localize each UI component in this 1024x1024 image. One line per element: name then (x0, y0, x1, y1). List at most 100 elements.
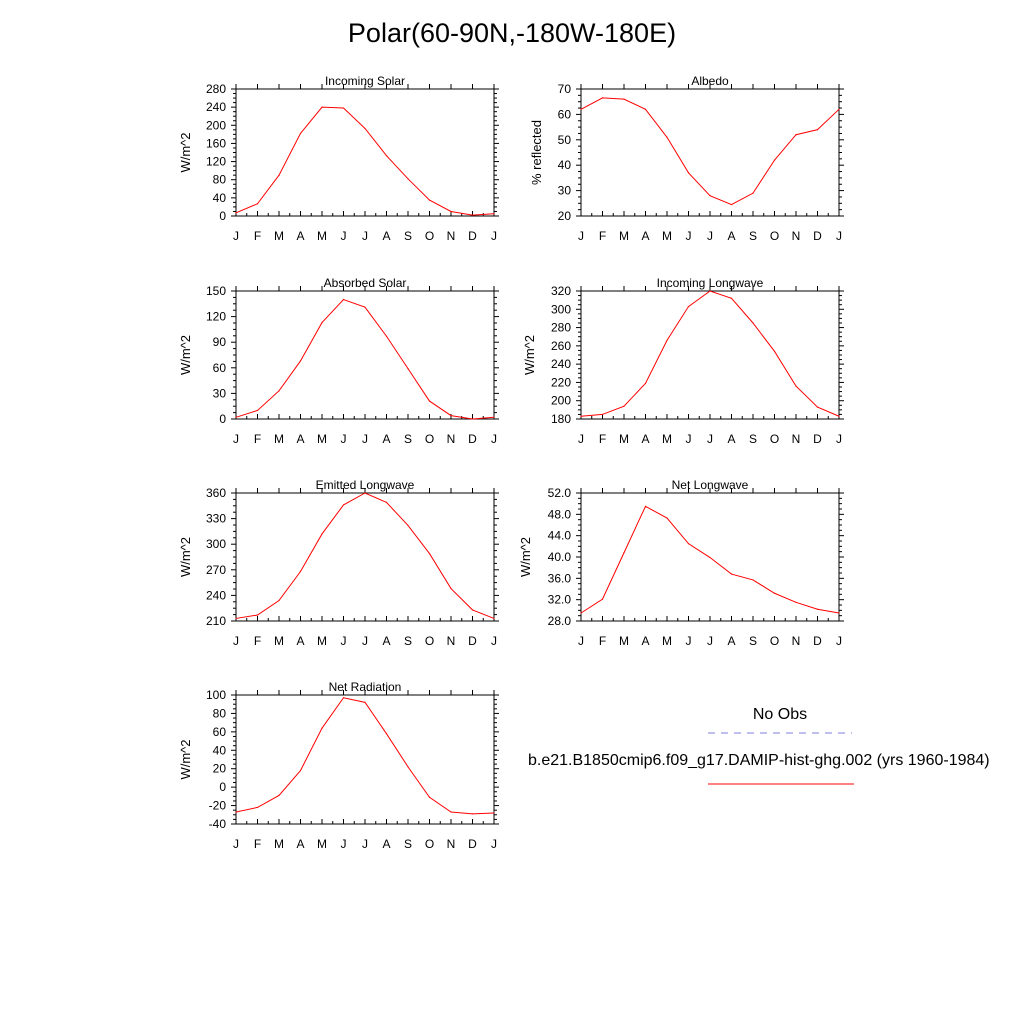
data-point (493, 812, 495, 814)
x-tick-label: A (382, 432, 390, 446)
data-point (666, 517, 668, 519)
x-tick-label: D (813, 432, 822, 446)
x-tick-label: J (362, 837, 368, 851)
x-tick-label: D (468, 229, 477, 243)
x-tick-label: M (662, 432, 672, 446)
x-tick-label: J (341, 634, 347, 648)
x-tick-label: J (233, 837, 239, 851)
y-tick-label: 270 (206, 563, 226, 577)
data-point (278, 794, 280, 797)
y-tick-label: 20 (558, 209, 572, 223)
x-tick-label: J (341, 432, 347, 446)
x-tick-label: F (254, 837, 261, 851)
data-point (601, 598, 604, 600)
y-tick-label: 200 (551, 394, 571, 408)
data-point (342, 504, 345, 506)
data-point (838, 108, 840, 110)
x-tick-label: M (619, 229, 629, 243)
x-tick-label: J (233, 634, 239, 648)
panel-frame (580, 88, 840, 217)
x-tick-label: A (296, 229, 304, 243)
data-point (428, 552, 431, 555)
series-line-0 (235, 298, 495, 420)
data-point (709, 290, 711, 292)
x-tick-label: A (382, 634, 390, 648)
data-point (752, 579, 754, 581)
panel-frame (235, 694, 495, 825)
data-point (342, 298, 345, 301)
x-tick-label: M (317, 229, 327, 243)
data-point (235, 811, 237, 813)
x-tick-label: O (425, 432, 434, 446)
x-tick-label: J (491, 229, 497, 243)
x-tick-label: N (447, 432, 456, 446)
data-point (278, 174, 280, 176)
x-tick-label: O (770, 634, 779, 648)
data-point (493, 617, 495, 620)
x-tick-label: J (491, 634, 497, 648)
x-tick-label: A (727, 634, 735, 648)
data-point (385, 501, 388, 503)
data-point (235, 212, 237, 214)
x-tick-label: J (707, 432, 713, 446)
data-point (364, 492, 366, 494)
x-tick-label: S (749, 229, 757, 243)
data-point (773, 350, 776, 352)
x-tick-label: F (254, 229, 261, 243)
data-point (256, 806, 259, 809)
data-point (580, 612, 582, 614)
data-point (407, 178, 409, 180)
x-tick-label: S (749, 634, 757, 648)
data-point (235, 617, 237, 620)
data-point (450, 587, 452, 590)
data-point (428, 199, 431, 201)
x-tick-label: M (274, 634, 284, 648)
y-tick-label: 330 (206, 512, 226, 526)
x-tick-label: F (254, 432, 261, 446)
y-tick-label: 80 (213, 173, 227, 187)
data-point (450, 210, 452, 213)
x-tick-label: A (382, 229, 390, 243)
x-tick-label: J (707, 229, 713, 243)
data-point (342, 697, 345, 699)
x-tick-label: M (274, 229, 284, 243)
data-point (730, 297, 733, 299)
data-point (278, 390, 280, 392)
data-point (773, 159, 776, 161)
series-line-0 (580, 290, 840, 417)
x-tick-label: M (317, 837, 327, 851)
series-line-0 (235, 106, 495, 216)
x-tick-label: M (619, 634, 629, 648)
y-tick-label: 60 (558, 107, 572, 121)
y-tick-label: 100 (206, 688, 226, 702)
page-title: Polar(60-90N,-180W-180E) (347, 18, 677, 48)
y-tick-label: 300 (206, 537, 226, 551)
data-point (299, 360, 302, 362)
legend-model-entry: b.e21.B1850cmip6.f09_g17.DAMIP-hist-ghg.… (528, 752, 1024, 770)
x-tick-label: J (341, 837, 347, 851)
y-tick-label: 240 (206, 588, 226, 602)
data-point (278, 599, 280, 602)
x-tick-label: D (468, 634, 477, 648)
data-point (816, 608, 819, 610)
y-tick-label: 32.0 (548, 593, 572, 607)
data-point (709, 556, 711, 559)
panel-frame (235, 290, 495, 420)
y-tick-label: 30 (213, 386, 227, 400)
data-point (601, 97, 604, 99)
data-point (471, 813, 474, 815)
y-tick-label: 30 (558, 184, 572, 198)
y-tick-label: 280 (551, 321, 571, 335)
y-axis-label: W/m^2 (522, 335, 537, 375)
x-tick-label: A (296, 837, 304, 851)
x-tick-label: M (274, 837, 284, 851)
data-point (450, 811, 452, 813)
data-point (730, 573, 733, 575)
data-point (795, 385, 797, 387)
x-tick-label: D (813, 229, 822, 243)
